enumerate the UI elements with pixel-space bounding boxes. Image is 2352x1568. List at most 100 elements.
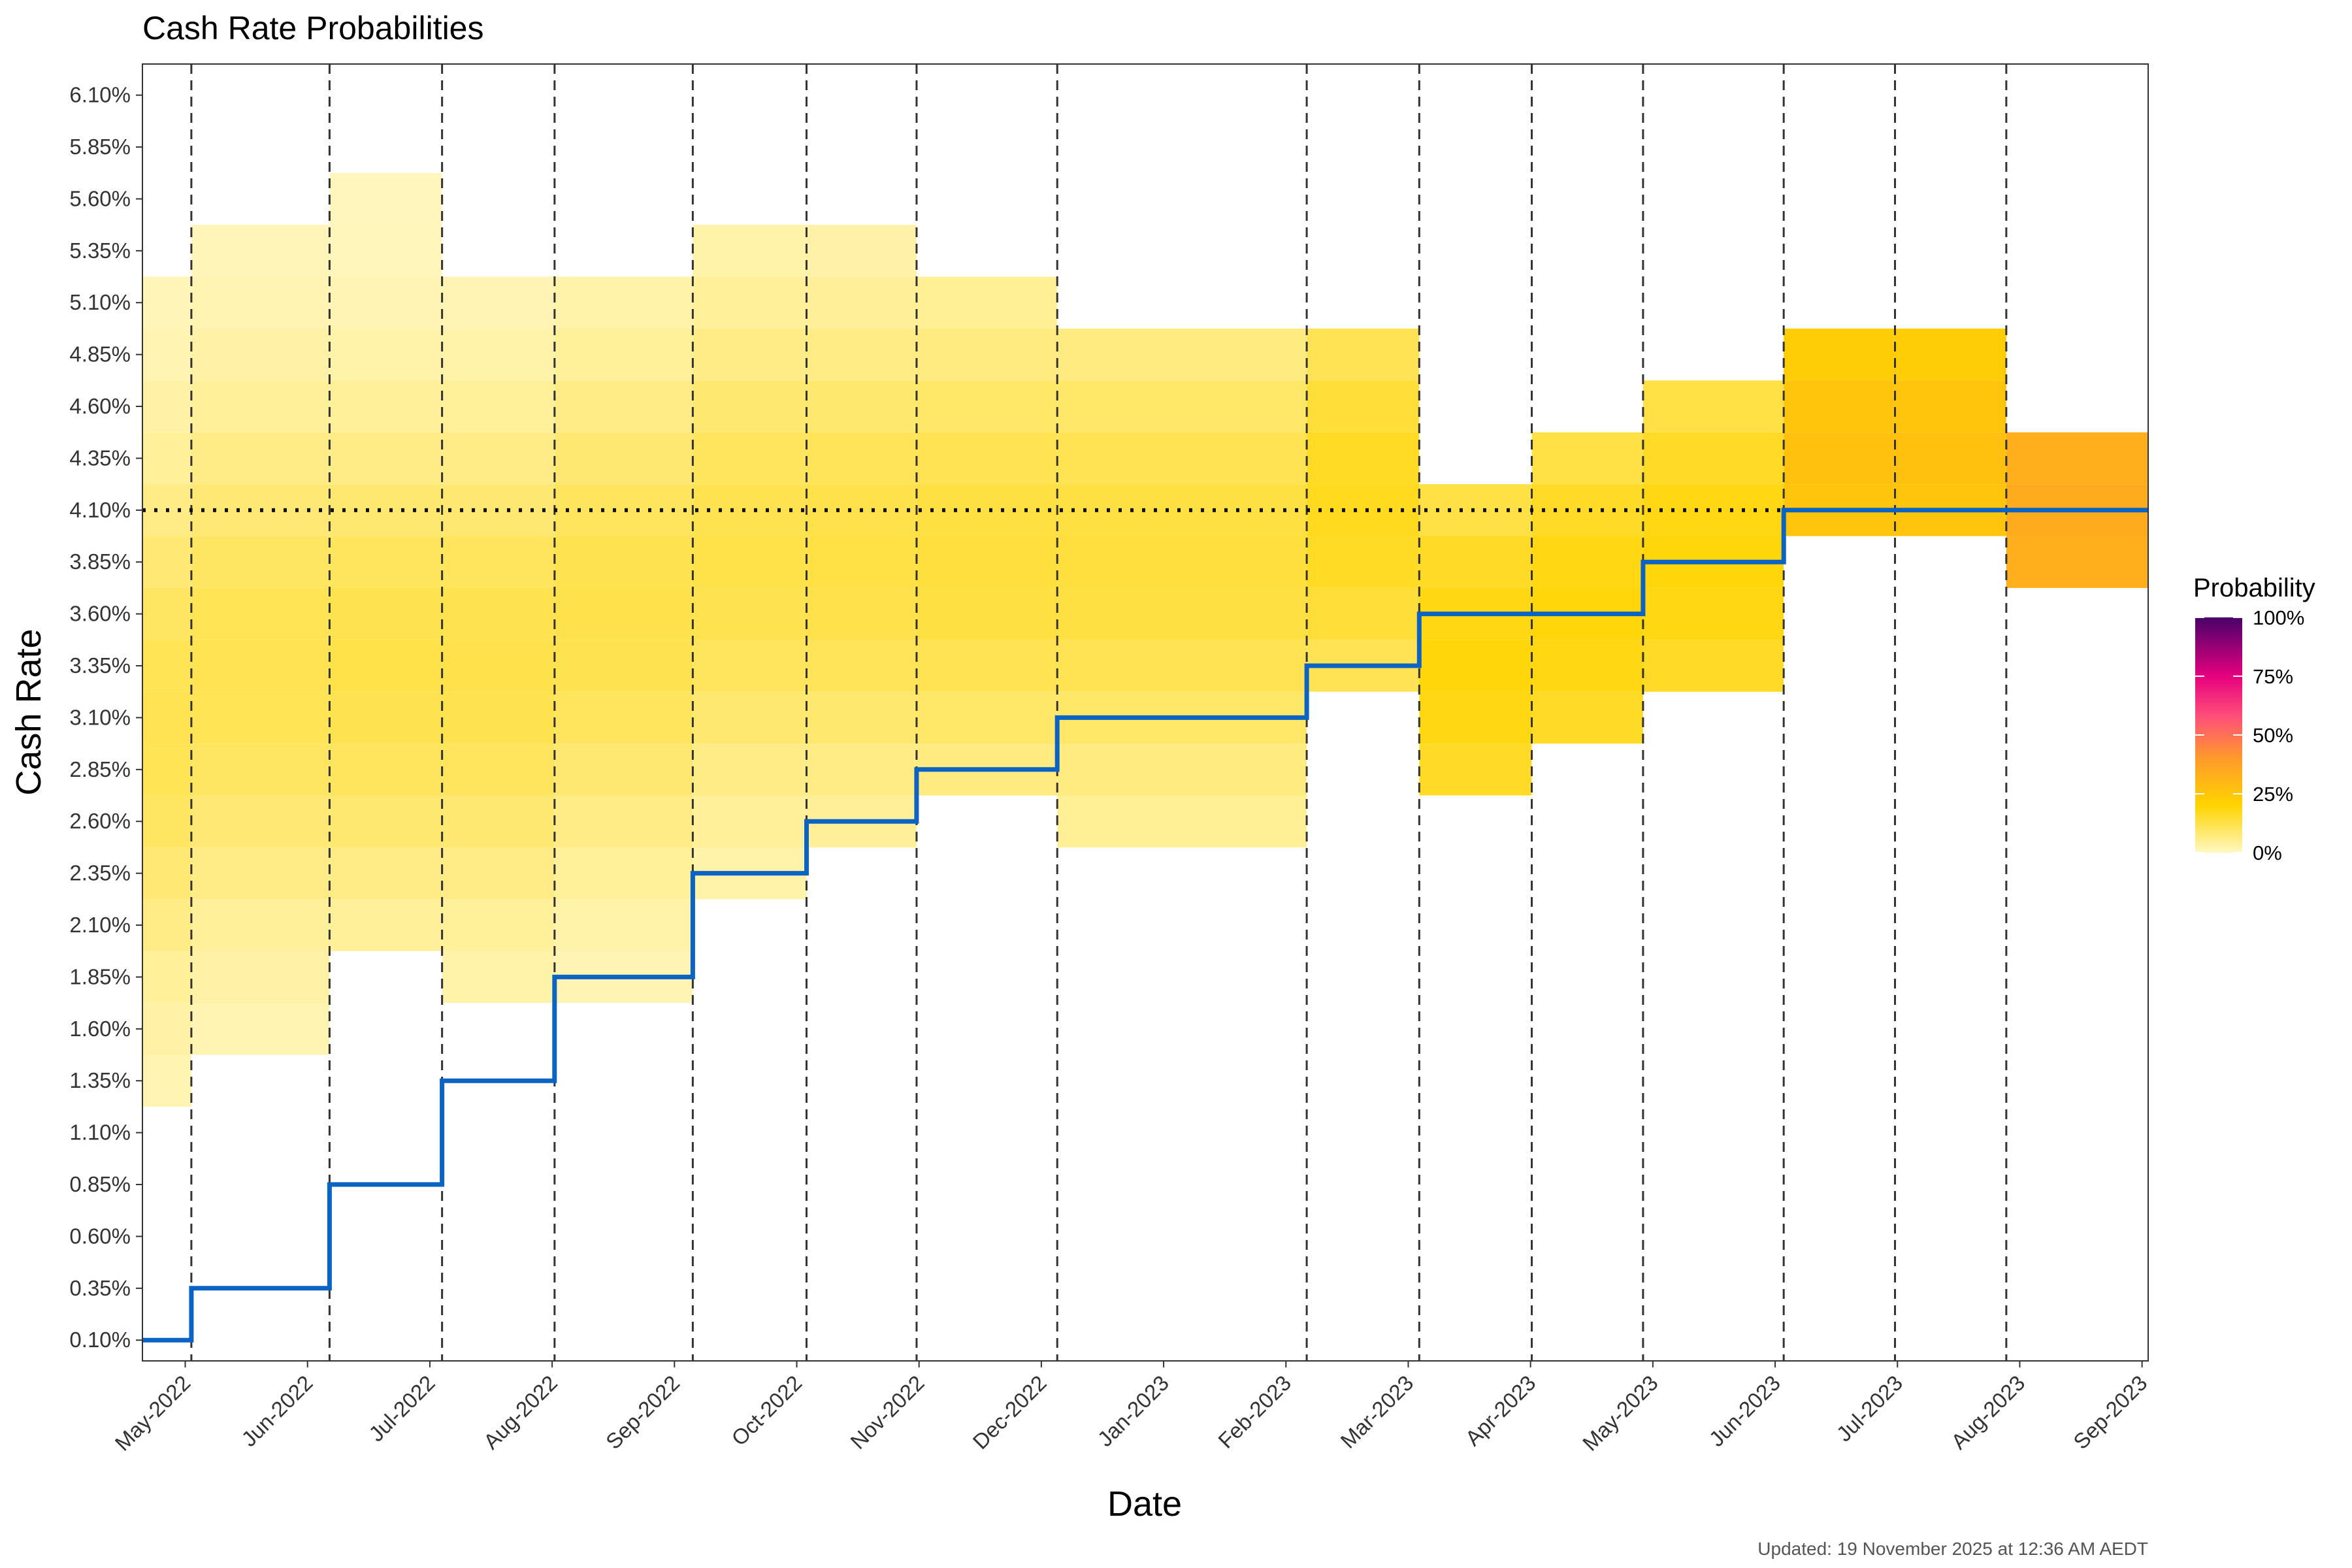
heat-cell [442,380,555,433]
x-tick-label: Dec-2022 [968,1371,1051,1454]
y-tick-label: 0.10% [69,1328,131,1352]
heat-cell [329,484,442,536]
heat-cell [693,225,807,277]
heat-cell [191,587,330,640]
heat-cell [1307,536,1420,588]
heat-cell [693,380,807,433]
heat-cell [191,225,330,277]
legend-ticks: 100% 75% 50% 25% 0% [2195,606,2304,864]
y-tick-label: 3.10% [69,705,131,729]
x-tick-label: Jul-2022 [364,1371,440,1446]
heat-cell [1419,743,1532,796]
heat-cell [1642,432,1784,485]
heat-cell [806,640,917,692]
x-tick-label: May-2022 [110,1371,195,1456]
heat-cell [142,587,191,640]
heat-cell [693,484,807,536]
y-tick-label: 0.60% [69,1224,131,1248]
plot-panel-border [142,63,2149,1362]
y-axis-ticks: 0.10% 0.35% 0.60% 0.85% 1.10% 1.35% 1.60% 1.85%… [69,83,142,1352]
chart-title: Cash Rate Probabilities [142,10,484,46]
heat-cell [191,432,330,485]
y-tick-label: 2.35% [69,861,131,885]
heat-cell [329,380,442,433]
heat-cell [1642,484,1784,536]
heat-cell [191,795,330,847]
heat-cell [1307,328,1420,381]
heat-cell [1531,432,1643,485]
y-tick-label: 0.35% [69,1276,131,1300]
heat-cell [1419,536,1532,588]
x-tick-label: Mar-2023 [1335,1371,1418,1453]
y-tick-label: 6.10% [69,83,131,107]
heat-cell [142,847,191,900]
heat-cell [554,276,693,329]
y-tick-label: 5.85% [69,135,131,159]
heat-cell [442,795,555,847]
x-tick-label: Jun-2023 [1705,1371,1785,1451]
legend-label: 0% [2253,841,2282,864]
heat-cell [554,587,693,640]
heat-cell [916,640,1058,692]
heat-cell [1057,536,1307,588]
x-tick-label: Feb-2023 [1213,1371,1296,1453]
heat-cell [142,951,191,1004]
heat-cell [806,276,917,329]
heat-cell [806,328,917,381]
heat-cell [916,691,1058,744]
y-tick-label: 2.85% [69,757,131,781]
heat-cell [1307,432,1420,485]
x-tick-label: Nov-2022 [845,1371,928,1454]
heat-cell [142,276,191,329]
heat-cell [442,847,555,900]
heat-cell [554,795,693,847]
heat-cell [191,276,330,329]
legend-title: Probability [2193,574,2315,602]
heat-cell [191,536,330,588]
meeting-lines [190,64,2008,1361]
legend-label: 25% [2253,783,2293,806]
heat-cell [554,691,693,744]
x-axis-title: Date [1107,1484,1182,1524]
heat-cell [916,536,1058,588]
heat-cell [693,587,807,640]
heat-cell [191,691,330,744]
heat-cell [1057,328,1307,381]
heat-cell [329,691,442,744]
heat-cell [554,899,693,951]
heat-cell [142,380,191,433]
heat-cell [142,899,191,951]
y-tick-label: 4.35% [69,446,131,470]
cash-rate-path [142,508,2148,1343]
x-tick-label: Apr-2023 [1460,1371,1540,1450]
heat-cell [442,691,555,744]
y-tick-label: 1.35% [69,1068,131,1092]
heat-cell [142,328,191,381]
probability-heatmap [142,172,2148,1107]
heat-cell [442,536,555,588]
heat-cell [142,743,191,796]
legend-label: 100% [2253,606,2304,629]
x-tick-label: Sep-2023 [2068,1371,2151,1454]
x-tick-label: Jul-2023 [1832,1371,1908,1446]
heat-cell [916,587,1058,640]
heat-cell [1057,587,1307,640]
heat-cell [554,380,693,433]
heat-cell [916,380,1058,433]
heat-cell [693,640,807,692]
heat-cell [329,640,442,692]
heat-cell [1057,795,1307,847]
x-tick-label: Sep-2022 [601,1371,684,1454]
heat-cell [1642,380,1784,433]
heat-cell [1057,432,1307,485]
heat-cell [2006,432,2148,485]
heat-cell [442,276,555,329]
heat-cell [1057,743,1307,796]
heat-cell [329,225,442,277]
heat-cell [554,640,693,692]
heat-cell [2006,536,2148,588]
y-tick-label: 2.10% [69,913,131,937]
heat-cell [1531,536,1643,588]
y-tick-label: 1.60% [69,1017,131,1041]
heat-cell [142,795,191,847]
